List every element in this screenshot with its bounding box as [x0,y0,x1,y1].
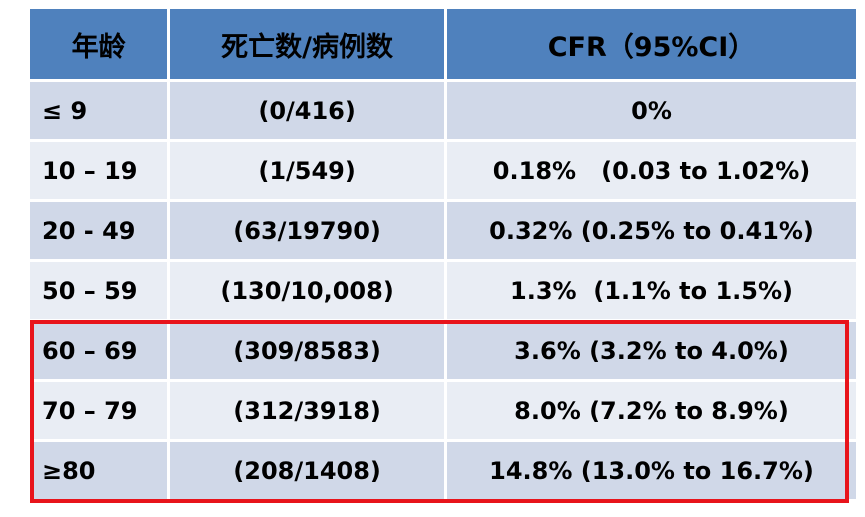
cfr-cell: 0% [447,82,856,139]
deaths-cases-cell: (0/416) [170,82,445,139]
table-row: 10 – 19 (1/549) 0.18% (0.03 to 1.02%) [30,142,856,199]
age-cell: 70 – 79 [30,382,168,439]
deaths-cases-cell: (312/3918) [170,382,445,439]
cfr-cell: 1.3% (1.1% to 1.5%) [447,262,856,319]
header-cfr: CFR（95%CI） [447,9,856,79]
age-cell: 50 – 59 [30,262,168,319]
deaths-cases-cell: (130/10,008) [170,262,445,319]
cfr-cell: 3.6% (3.2% to 4.0%) [447,322,856,379]
age-cell: 10 – 19 [30,142,168,199]
table-row: ≥80 (208/1408) 14.8% (13.0% to 16.7%) [30,442,856,499]
cfr-cell: 8.0% (7.2% to 8.9%) [447,382,856,439]
age-cell: 20 - 49 [30,202,168,259]
age-cell: ≤ 9 [30,82,168,139]
age-cell: ≥80 [30,442,168,499]
deaths-cases-cell: (309/8583) [170,322,445,379]
header-age: 年龄 [30,9,168,79]
cfr-cell: 0.32% (0.25% to 0.41%) [447,202,856,259]
table-row: ≤ 9 (0/416) 0% [30,82,856,139]
highlight-box [30,320,849,503]
header-row: 年龄 死亡数/病例数 CFR（95%CI） [30,9,856,79]
age-cell: 60 – 69 [30,322,168,379]
header-deaths-cases: 死亡数/病例数 [170,9,445,79]
table-row: 70 – 79 (312/3918) 8.0% (7.2% to 8.9%) [30,382,856,439]
table-row: 50 – 59 (130/10,008) 1.3% (1.1% to 1.5%) [30,262,856,319]
cfr-cell: 14.8% (13.0% to 16.7%) [447,442,856,499]
deaths-cases-cell: (1/549) [170,142,445,199]
table-row: 60 – 69 (309/8583) 3.6% (3.2% to 4.0%) [30,322,856,379]
cfr-table: 年龄 死亡数/病例数 CFR（95%CI） ≤ 9 (0/416) 0% 10 … [27,6,859,502]
table-row: 20 - 49 (63/19790) 0.32% (0.25% to 0.41%… [30,202,856,259]
deaths-cases-cell: (208/1408) [170,442,445,499]
cfr-cell: 0.18% (0.03 to 1.02%) [447,142,856,199]
deaths-cases-cell: (63/19790) [170,202,445,259]
